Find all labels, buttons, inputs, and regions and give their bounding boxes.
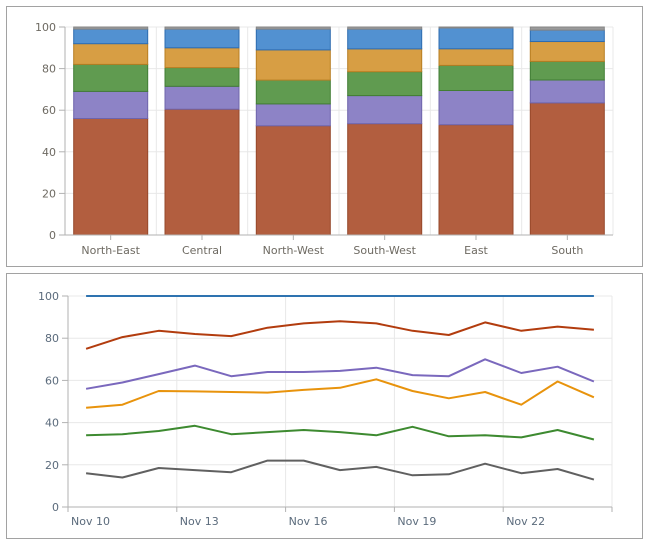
y-axis-label: 60 bbox=[45, 374, 59, 387]
line-series-gray bbox=[85, 459, 595, 481]
x-axis-label: South-West bbox=[353, 244, 416, 257]
bar-segment-purple bbox=[438, 89, 514, 126]
y-axis-label: 0 bbox=[52, 501, 59, 514]
bar-segment-blue bbox=[255, 28, 331, 51]
x-axis-label: South bbox=[551, 244, 583, 257]
y-axis-label: 60 bbox=[42, 104, 56, 117]
bar-segment-rust bbox=[438, 124, 514, 236]
y-axis-label: 100 bbox=[38, 290, 59, 303]
bar-segment-blue bbox=[73, 28, 149, 45]
x-axis-label: North-West bbox=[263, 244, 325, 257]
bar-segment-blue bbox=[438, 27, 514, 50]
bar-segment-gray bbox=[438, 26, 514, 29]
x-axis-label: Nov 10 bbox=[71, 515, 110, 528]
y-axis-label: 20 bbox=[42, 187, 56, 200]
bar-segment-gray bbox=[529, 26, 605, 31]
y-axis-label: 80 bbox=[42, 63, 56, 76]
bar-segment-rust bbox=[347, 123, 423, 236]
bar-segment-rust bbox=[164, 108, 240, 236]
bar-segment-purple bbox=[529, 79, 605, 104]
y-axis-label: 40 bbox=[45, 417, 59, 430]
line-series-green bbox=[86, 424, 595, 441]
bar-segment-rust bbox=[73, 118, 149, 236]
stacked-bar-chart: North-East Central North-West South-West Eas… bbox=[35, 21, 614, 257]
bar-segment-green bbox=[164, 67, 240, 87]
line-series-red bbox=[85, 320, 594, 350]
y-axis-label: 40 bbox=[42, 146, 56, 159]
line-chart-panel: 0 20 40 60 80 100 Nov 10 Nov 13 Nov 16 Nov 19 Nov … bbox=[6, 273, 643, 539]
x-axis-label: Nov 13 bbox=[180, 515, 219, 528]
bar-segment-gray bbox=[255, 26, 331, 30]
bar-segment-orange bbox=[529, 41, 605, 62]
bar-segment-rust bbox=[255, 125, 331, 236]
bar-segment-gray bbox=[73, 26, 149, 30]
bar-segment-orange bbox=[347, 48, 423, 73]
bar-segment-purple bbox=[347, 95, 423, 125]
bar-segment-gray bbox=[164, 26, 240, 30]
x-axis-label: Central bbox=[182, 244, 222, 257]
bar-segment-blue bbox=[347, 28, 423, 50]
x-axis-label: North-East bbox=[81, 244, 140, 257]
bar-segment-gray bbox=[347, 26, 423, 30]
line-series-purple bbox=[85, 358, 595, 390]
bar-segment-purple bbox=[255, 103, 331, 127]
y-axis-label: 100 bbox=[35, 21, 56, 34]
x-axis-label: Nov 16 bbox=[289, 515, 328, 528]
stacked-bar-chart-panel: North-East Central North-West South-West Eas… bbox=[6, 6, 643, 267]
x-axis-label: Nov 19 bbox=[397, 515, 436, 528]
x-axis-label: East bbox=[464, 244, 488, 257]
bar-segment-orange bbox=[164, 47, 240, 69]
bar-segment-green bbox=[347, 71, 423, 97]
bar-segment-orange bbox=[255, 49, 331, 81]
y-axis-label: 80 bbox=[45, 332, 59, 345]
y-axis-label: 0 bbox=[49, 229, 56, 242]
bar-segment-rust bbox=[529, 102, 605, 236]
bar-segment-purple bbox=[164, 85, 240, 110]
bar-segment-green bbox=[255, 79, 331, 105]
y-axis-label: 20 bbox=[45, 459, 59, 472]
bar-segment-green bbox=[438, 65, 514, 91]
line-chart: 0 20 40 60 80 100 Nov 10 Nov 13 Nov 16 Nov 19 Nov … bbox=[38, 290, 613, 528]
bar-segment-blue bbox=[529, 29, 605, 42]
x-axis-label: Nov 22 bbox=[506, 515, 545, 528]
bar-segment-blue bbox=[164, 28, 240, 49]
bar-segment-orange bbox=[73, 43, 149, 65]
bar-segment-purple bbox=[73, 91, 149, 119]
line-series-orange bbox=[86, 378, 595, 409]
bar-segment-green bbox=[73, 63, 149, 92]
bar-segment-orange bbox=[438, 48, 514, 66]
bar-segment-green bbox=[529, 60, 605, 81]
